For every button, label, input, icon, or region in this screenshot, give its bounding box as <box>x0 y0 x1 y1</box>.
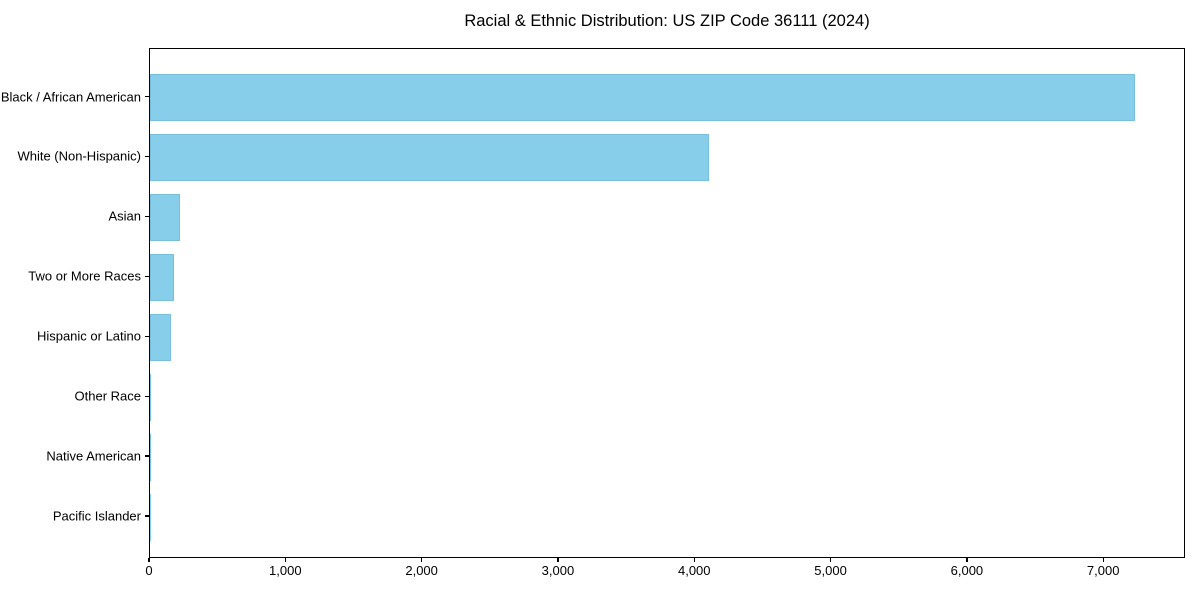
bar-hispanic-or-latino <box>150 313 172 361</box>
x-tick-label: 6,000 <box>950 563 984 578</box>
y-tick-mark <box>145 275 149 277</box>
bar-black-african-american <box>150 74 1136 121</box>
bar-native-american <box>150 433 151 481</box>
x-tick-mark <box>829 558 832 562</box>
x-tick-label: 1,000 <box>269 563 302 578</box>
x-tick-mark <box>1102 558 1104 562</box>
x-tick-mark <box>557 558 559 562</box>
y-tick-label: Two or More Races <box>28 268 141 284</box>
bar-two-or-more-races <box>150 253 174 301</box>
x-tick-mark <box>693 558 695 562</box>
y-tick-label: Hispanic or Latino <box>36 328 141 344</box>
y-tick-label: Pacific Islander <box>52 508 141 524</box>
x-tick-mark <box>420 558 423 562</box>
x-tick-label: 4,000 <box>677 563 711 578</box>
x-tick-label: 3,000 <box>541 563 575 578</box>
y-tick-mark <box>145 455 149 457</box>
plot-area <box>149 48 1185 558</box>
x-tick-mark <box>966 558 968 562</box>
x-tick-mark <box>148 558 150 562</box>
y-tick-mark <box>145 335 149 337</box>
x-tick-mark <box>284 558 286 562</box>
y-tick-label: Other Race <box>74 388 141 404</box>
y-tick-label: Native American <box>46 448 141 464</box>
bar-asian <box>150 193 180 241</box>
y-tick-mark <box>145 515 149 517</box>
y-tick-label: Black / African American <box>0 89 141 104</box>
x-tick-label: 5,000 <box>814 563 847 578</box>
bar-white-non-hispanic <box>150 133 710 181</box>
bar-other-race <box>150 373 152 421</box>
x-tick-label: 7,000 <box>1086 563 1120 578</box>
x-tick-label: 2,000 <box>405 563 438 578</box>
y-tick-label: White (Non-Hispanic) <box>17 148 141 164</box>
y-tick-mark <box>145 95 149 98</box>
y-tick-mark <box>145 395 149 397</box>
chart-title: Racial & Ethnic Distribution: US ZIP Cod… <box>464 12 870 30</box>
y-tick-mark <box>145 155 149 158</box>
y-tick-label: Asian <box>108 208 141 224</box>
y-tick-mark <box>145 215 149 217</box>
x-tick-label: 0 <box>145 563 153 578</box>
